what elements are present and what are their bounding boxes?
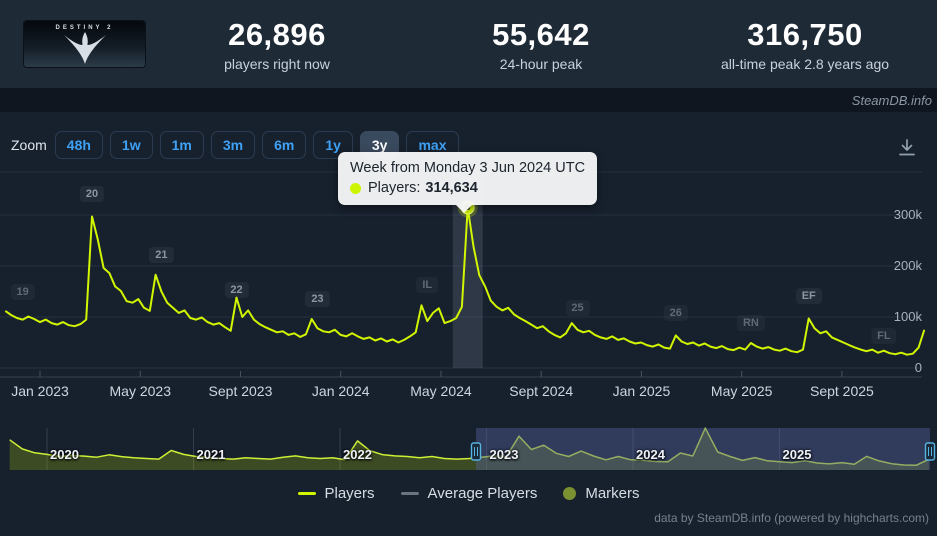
zoom-range-button-1m[interactable]: 1m [159,131,204,159]
watermark-bar: SteamDB.info [0,88,937,112]
legend-label: Average Players [427,485,538,502]
zoom-range-button-1y[interactable]: 1y [313,131,353,159]
legend-item-markers[interactable]: Markers [563,485,640,502]
current-players-value: 26,896 [228,16,326,52]
legend-item-players[interactable]: Players [297,485,375,502]
chart-legend: Players Average Players Markers [0,485,937,502]
destiny-2-capsule[interactable]: DESTINY 2 [24,21,145,67]
stat-current-players: 26,896 players right now [145,17,409,72]
legend-swatch [400,492,419,495]
zoom-range-button-6m[interactable]: 6m [262,131,307,159]
download-chart-icon[interactable] [895,136,919,160]
tooltip-players-value: 314,634 [425,180,478,196]
peak-24h-value: 55,642 [492,16,590,52]
legend-swatch [297,492,316,495]
player-stats: 26,896 players right now 55,642 24-hour … [145,0,937,88]
legend-item-average-players[interactable]: Average Players [400,485,538,502]
navigator-left-handle[interactable] [470,442,482,461]
navigator-right-handle[interactable] [924,442,936,461]
current-players-label: players right now [224,55,330,72]
peak-24h-label: 24-hour peak [499,55,583,72]
zoom-range-button-48h[interactable]: 48h [54,131,103,159]
game-title: DESTINY 2 [55,25,114,31]
zoom-range-button-3m[interactable]: 3m [210,131,256,159]
tooltip-series-dot [350,182,361,194]
app-stats-header: DESTINY 2 26,896 players right now 55,64… [0,0,937,88]
tooltip-series-label: Players: [368,180,421,196]
destiny-tricorn-icon [63,32,106,64]
legend-label: Players [324,485,375,502]
legend-label: Markers [585,485,640,502]
zoom-label: Zoom [11,137,47,153]
stat-alltime-peak: 316,750 all-time peak 2.8 years ago [673,17,937,72]
navigator-series [9,427,930,466]
tooltip-pointer [456,205,472,213]
players-line-series [4,206,925,356]
legend-swatch [563,487,577,500]
chart-credits[interactable]: data by SteamDB.info (powered by highcha… [654,511,929,525]
alltime-peak-value: 316,750 [747,16,863,52]
steamdb-watermark: SteamDB.info [851,92,932,108]
stat-24h-peak: 55,642 24-hour peak [409,17,673,72]
tooltip-date: Week from Monday 3 Jun 2024 UTC [350,160,586,176]
zoom-range-button-1w[interactable]: 1w [109,131,153,159]
navigator-selected-range[interactable] [476,428,930,470]
chart-tooltip: Week from Monday 3 Jun 2024 UTC Players:… [338,152,598,213]
alltime-peak-label: all-time peak 2.8 years ago [720,55,890,72]
